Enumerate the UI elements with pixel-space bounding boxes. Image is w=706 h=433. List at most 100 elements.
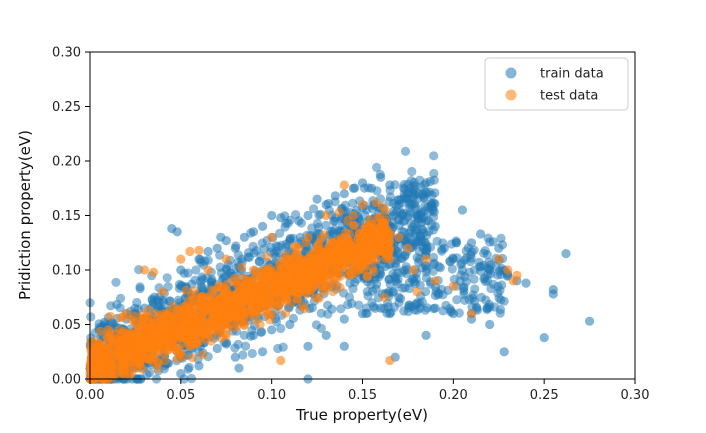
train-point — [467, 247, 477, 257]
test-point — [151, 339, 161, 349]
test-point — [319, 230, 329, 240]
x-tick-label: 0.05 — [166, 388, 195, 403]
train-point — [354, 300, 364, 310]
train-point — [385, 180, 395, 190]
train-point — [404, 303, 414, 313]
train-point — [316, 308, 326, 318]
train-point — [197, 272, 207, 282]
train-point — [203, 246, 213, 257]
train-point — [427, 190, 437, 200]
train-point — [485, 237, 495, 247]
test-point — [346, 269, 357, 279]
train-point — [248, 227, 259, 237]
test-point — [421, 254, 431, 264]
train-point — [239, 232, 249, 242]
train-point — [403, 189, 413, 199]
train-point — [470, 284, 480, 294]
train-point — [258, 347, 268, 357]
test-point — [448, 281, 458, 291]
test-point — [285, 281, 295, 291]
test-point — [237, 262, 247, 272]
test-point — [248, 265, 259, 275]
test-point — [194, 245, 204, 255]
train-point — [238, 350, 248, 360]
test-point — [262, 252, 272, 262]
test-point — [385, 254, 395, 264]
test-point — [303, 232, 313, 242]
train-point — [452, 295, 462, 305]
train-point — [99, 317, 110, 327]
x-tick-label: 0.00 — [76, 388, 105, 403]
train-point — [459, 283, 469, 293]
train-point — [339, 341, 349, 351]
train-point — [149, 298, 159, 308]
train-point — [247, 348, 257, 359]
test-point — [258, 298, 268, 308]
train-point — [430, 221, 440, 231]
test-point — [130, 343, 140, 354]
legend-marker-train — [505, 67, 517, 79]
train-point — [267, 210, 277, 221]
train-point — [190, 275, 200, 285]
test-point — [380, 205, 390, 215]
train-point — [384, 197, 394, 207]
train-point — [585, 316, 595, 326]
train-point — [258, 221, 268, 231]
test-point — [235, 291, 245, 301]
train-point — [321, 330, 331, 340]
test-point — [276, 263, 286, 274]
x-tick-label: 0.15 — [348, 388, 377, 403]
train-point — [321, 220, 331, 230]
train-point — [321, 200, 331, 210]
train-point — [430, 199, 440, 209]
x-tick-label: 0.25 — [530, 388, 559, 403]
train-point — [385, 309, 395, 319]
test-point — [331, 241, 341, 251]
test-point — [198, 350, 208, 360]
test-point — [302, 262, 312, 272]
train-point — [409, 219, 420, 229]
test-point — [408, 265, 418, 275]
test-point — [294, 243, 304, 253]
legend-frame — [484, 57, 629, 111]
test-point — [181, 317, 192, 327]
test-point — [403, 243, 413, 253]
train-point — [469, 274, 479, 284]
train-point — [496, 269, 506, 280]
train-point — [457, 265, 467, 275]
train-point — [194, 361, 204, 371]
legend-marker-test — [505, 89, 517, 101]
train-point — [407, 166, 417, 177]
train-point — [303, 341, 313, 351]
test-point — [334, 207, 344, 217]
train-point — [184, 362, 194, 372]
train-point — [309, 204, 319, 214]
test-point — [276, 288, 287, 298]
test-point — [309, 249, 319, 259]
train-point — [285, 319, 295, 330]
train-point — [474, 257, 484, 267]
test-point — [116, 335, 126, 345]
train-point — [256, 327, 267, 337]
test-point — [349, 220, 359, 230]
train-point — [230, 352, 240, 362]
test-point — [412, 287, 422, 297]
test-point — [343, 253, 353, 263]
test-point — [156, 321, 166, 331]
y-axis-ticks: 0.00 0.05 0.10 0.15 0.20 0.25 0.30 — [52, 46, 90, 388]
train-point — [230, 343, 240, 353]
test-point — [267, 232, 277, 242]
train-point — [271, 241, 281, 251]
train-point — [481, 295, 491, 305]
test-point — [293, 259, 304, 269]
train-point — [480, 246, 490, 256]
test-point — [133, 331, 143, 341]
test-point — [276, 297, 286, 307]
train-point — [212, 243, 222, 253]
test-point — [193, 324, 203, 334]
test-point — [376, 221, 386, 231]
train-point — [276, 323, 286, 334]
train-point — [339, 189, 349, 199]
test-point — [254, 307, 265, 318]
test-point — [215, 297, 225, 307]
